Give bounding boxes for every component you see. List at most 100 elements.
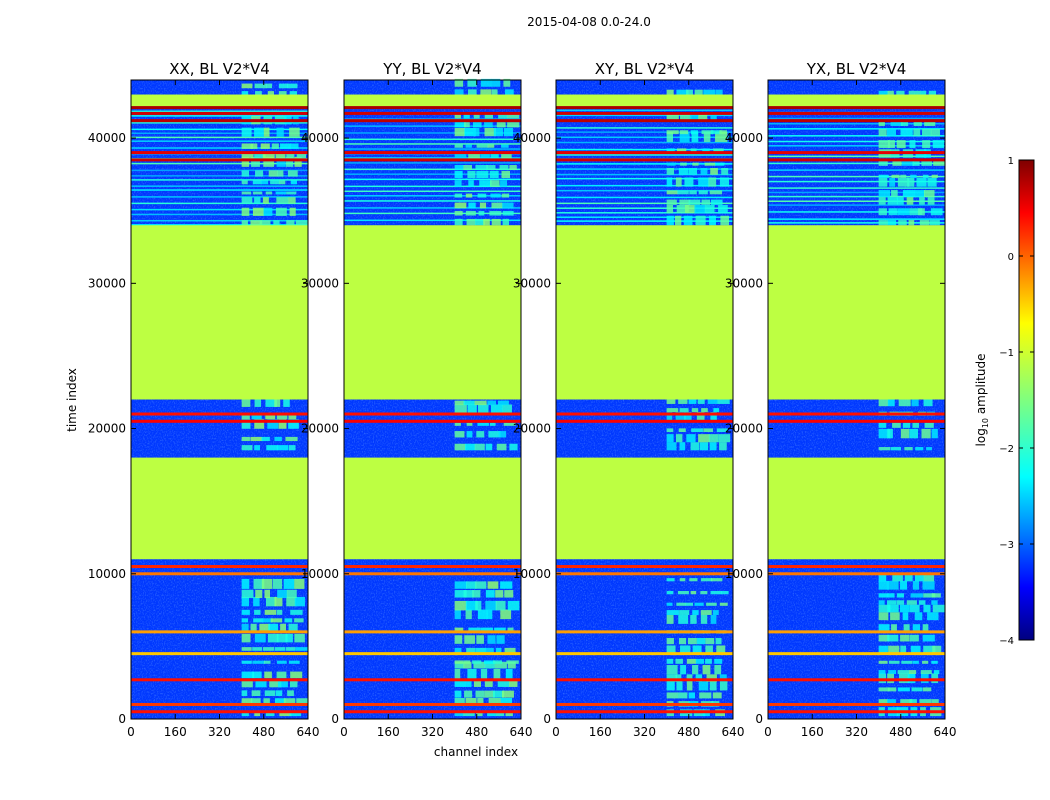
y-tick-label: 40000 <box>88 131 126 145</box>
rfi-patch <box>929 220 940 226</box>
rfi-patch <box>878 190 890 198</box>
colorbar: 10−1−2−3−4 log10 amplitude <box>974 156 1035 647</box>
rfi-patch <box>890 447 902 451</box>
rfi-patch <box>500 697 513 706</box>
rfi-band <box>666 89 731 717</box>
rfi-patch <box>912 160 920 166</box>
rfi-patch <box>502 218 510 226</box>
rfi-band <box>241 83 309 717</box>
rfi-patch <box>241 170 250 177</box>
rfi-patch <box>689 114 700 122</box>
flagged-block <box>131 457 308 560</box>
rfi-patch <box>676 148 687 154</box>
noise-stripe <box>344 148 521 150</box>
rfi-patch <box>495 710 505 717</box>
rfi-patch <box>680 665 687 675</box>
rfi-patch <box>691 428 703 433</box>
bright-row <box>131 630 308 634</box>
rfi-patch <box>464 678 472 687</box>
rfi-patch <box>691 408 699 413</box>
rfi-patch <box>696 412 705 421</box>
rfi-patch <box>463 400 475 406</box>
bright-row <box>768 158 945 162</box>
rfi-patch <box>265 414 276 420</box>
rfi-patch <box>286 191 297 195</box>
rfi-patch <box>489 422 496 426</box>
rfi-patch <box>485 443 493 451</box>
rfi-patch <box>924 422 934 428</box>
bright-row <box>131 419 308 423</box>
rfi-patch <box>454 678 466 687</box>
rfi-patch <box>900 645 907 653</box>
noise-stripe <box>131 202 308 205</box>
rfi-patch <box>264 609 277 615</box>
rfi-patch <box>900 121 909 127</box>
rfi-patch <box>454 180 462 187</box>
rfi-patch <box>688 692 695 699</box>
rfi-patch <box>878 422 887 428</box>
rfi-patch <box>477 697 484 706</box>
noise-stripe <box>556 154 733 156</box>
rfi-patch <box>454 202 467 209</box>
rfi-patch <box>487 144 495 148</box>
rfi-patch <box>480 152 490 161</box>
rfi-patch <box>931 600 938 605</box>
rfi-patch <box>921 160 932 166</box>
panel-xy: XY, BL V2*V4 0 160 320 480 640 0 10000 20000 3000… <box>513 60 745 739</box>
rfi-patch <box>721 168 729 175</box>
rfi-patch <box>878 90 889 98</box>
rfi-patch <box>500 180 508 187</box>
noise-stripe <box>556 131 733 133</box>
rfi-patch <box>931 174 938 178</box>
rfi-patch <box>473 127 480 137</box>
rfi-patch <box>275 152 286 160</box>
bright-row <box>556 106 733 110</box>
rfi-patch <box>889 177 896 187</box>
rfi-patch <box>289 91 297 98</box>
rfi-patch <box>692 610 699 615</box>
rfi-patch <box>267 633 279 643</box>
rfi-patch <box>713 408 720 413</box>
rfi-patch <box>878 612 889 621</box>
x-tick-label: 480 <box>889 725 912 739</box>
rfi-patch <box>892 160 902 166</box>
rfi-patch <box>878 687 890 692</box>
bright-row <box>344 710 521 714</box>
rfi-patch <box>495 647 502 653</box>
rfi-patch <box>454 422 461 426</box>
rfi-patch <box>703 89 716 98</box>
rfi-patch <box>485 600 497 611</box>
rfi-patch <box>878 121 885 127</box>
rfi-patch <box>505 710 513 717</box>
rfi-patch <box>462 710 475 717</box>
y-tick-label: 40000 <box>301 131 339 145</box>
noise-stripe <box>344 173 521 175</box>
rfi-patch <box>679 578 686 582</box>
rfi-patch <box>892 422 901 428</box>
rfi-patch <box>269 679 282 688</box>
rfi-patch <box>241 578 250 589</box>
rfi-patch <box>897 687 910 692</box>
rfi-patch <box>252 180 262 185</box>
flagged-block <box>556 457 733 560</box>
rfi-patch <box>493 127 503 137</box>
rfi-patch <box>274 596 283 607</box>
flagged-block <box>344 225 521 400</box>
rfi-patch <box>896 90 905 98</box>
rfi-patch <box>911 687 923 692</box>
rfi-patch <box>906 197 914 205</box>
rfi-patch <box>290 180 298 185</box>
rfi-patch <box>276 609 283 615</box>
rfi-patch <box>920 90 927 98</box>
rfi-patch <box>289 207 296 216</box>
bright-row <box>556 710 733 714</box>
rfi-patch <box>911 399 919 407</box>
x-tick-label: 0 <box>127 725 135 739</box>
rfi-patch <box>489 210 502 216</box>
flagged-block <box>131 94 308 110</box>
rfi-patch <box>285 436 298 442</box>
rfi-patch <box>501 170 511 179</box>
y-tick-label: 20000 <box>725 422 763 436</box>
x-tick-label: 640 <box>934 725 957 739</box>
rfi-patch <box>922 660 929 664</box>
